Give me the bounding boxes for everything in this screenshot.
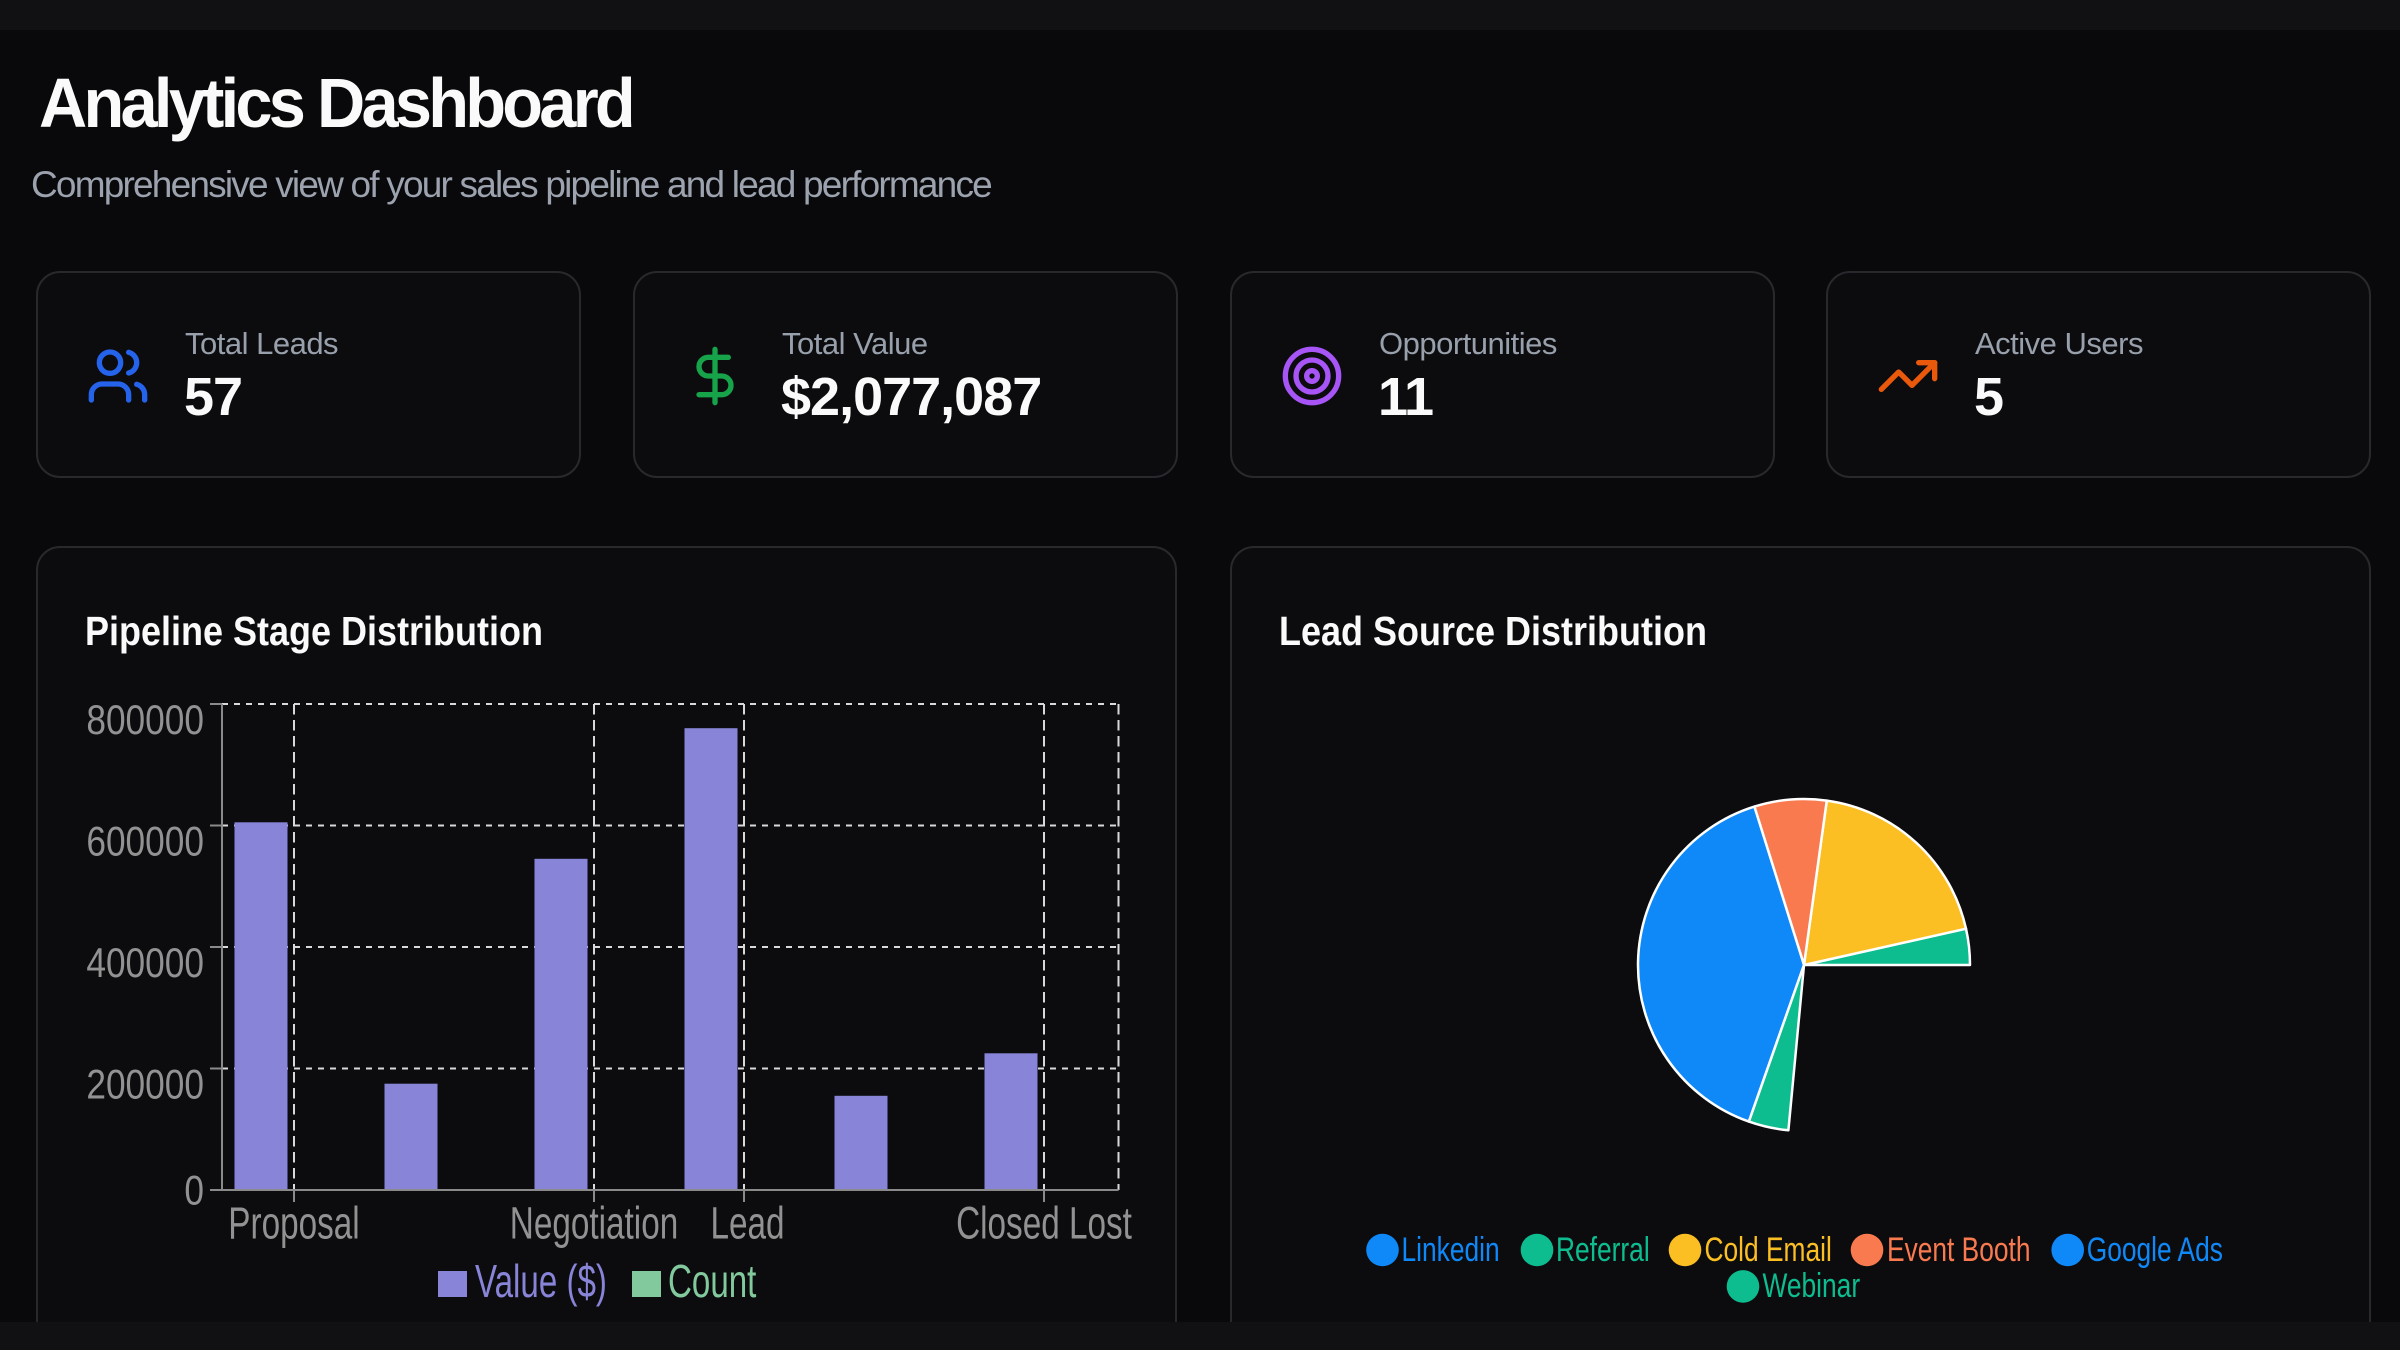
svg-text:Closed Lost: Closed Lost	[956, 1199, 1132, 1249]
svg-text:Proposal: Proposal	[228, 1199, 359, 1249]
svg-text:400000: 400000	[86, 940, 204, 987]
svg-text:Lead Source Distribution: Lead Source Distribution	[1279, 608, 1707, 654]
svg-text:Negotiation: Negotiation	[510, 1199, 678, 1249]
svg-text:Value ($): Value ($)	[475, 1257, 607, 1307]
svg-text:Cold Email: Cold Email	[1705, 1231, 1832, 1269]
svg-text:600000: 600000	[86, 819, 204, 866]
svg-text:800000: 800000	[86, 697, 204, 744]
svg-text:Pipeline Stage Distribution: Pipeline Stage Distribution	[85, 608, 543, 654]
svg-text:Event Booth: Event Booth	[1887, 1231, 2031, 1269]
svg-text:200000: 200000	[86, 1062, 204, 1109]
svg-text:Linkedin: Linkedin	[1402, 1231, 1500, 1269]
svg-text:Webinar: Webinar	[1763, 1267, 1861, 1305]
svg-text:Referral: Referral	[1556, 1231, 1650, 1269]
svg-text:Count: Count	[668, 1257, 756, 1307]
svg-text:0: 0	[184, 1168, 204, 1215]
svg-text:Lead: Lead	[710, 1199, 784, 1249]
svg-text:Google Ads: Google Ads	[2087, 1231, 2223, 1269]
